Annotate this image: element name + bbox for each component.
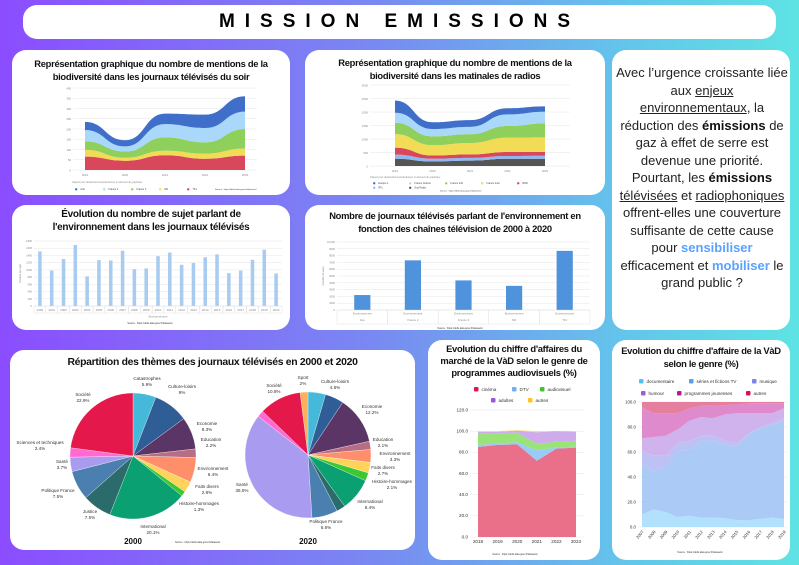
intro-text: le grand public ? <box>661 257 784 291</box>
underlined-text: enjeux environnementaux <box>639 82 747 116</box>
card-radio-biodiversity: Représentation graphique du nombre de me… <box>305 50 605 195</box>
intro-text: et <box>677 187 696 203</box>
highlight-text: sensibiliser <box>681 240 753 255</box>
chart-title: Évolution du nombre de sujet parlant de … <box>52 209 250 233</box>
chart-title: Représentation graphique du nombre de me… <box>34 58 268 82</box>
intro-text: Avec l’urgence croissante liée aux <box>616 65 788 98</box>
card-tv-evening-biodiversity: Représentation graphique du nombre de me… <box>12 50 290 195</box>
intro-text: de gaz à effet de serre est devenue une … <box>631 117 784 186</box>
underlined-text: télévisées <box>619 187 678 203</box>
card-intro-text <box>612 50 790 330</box>
card-vod-genre: Evolution du chiffre d'affaire de la VàD… <box>612 340 790 560</box>
card-env-subjects-by-year: Évolution du nombre de sujet parlant de … <box>12 205 290 330</box>
intro-text: , la réduction des <box>620 100 765 133</box>
underlined-text: radiophoniques <box>695 187 785 203</box>
card-env-news-by-channel: Nombre de journaux télévisés parlant de … <box>305 205 605 330</box>
page-title: MISSION EMISSIONS <box>218 11 581 32</box>
intro-text: efficacement et <box>620 257 712 273</box>
chart-title: Représentation graphique du nombre de me… <box>338 57 572 81</box>
page-header: MISSION EMISSIONS <box>23 5 776 39</box>
chart-title: Evolution du chiffre d'affaire de la VàD… <box>621 345 781 369</box>
chart-title: Répartition des thèmes des journaux télé… <box>67 357 358 368</box>
intro-text: offrent-elles une couverture suffisante … <box>622 205 782 255</box>
chart-title: Nombre de journaux télévisés parlant de … <box>329 210 581 234</box>
chart-title: Evolution du chiffre d'affaires du march… <box>440 343 588 378</box>
intro-paragraph: Avec l’urgence croissante liée aux enjeu… <box>616 64 788 292</box>
highlight-text: mobiliser <box>712 257 770 273</box>
card-vod-programmes: Evolution du chiffre d'affaires du march… <box>428 340 600 560</box>
bold-text: émissions <box>708 170 773 185</box>
bold-text: émissions <box>702 117 766 133</box>
card-news-themes-pies: Répartition des thèmes des journaux télé… <box>10 350 415 550</box>
